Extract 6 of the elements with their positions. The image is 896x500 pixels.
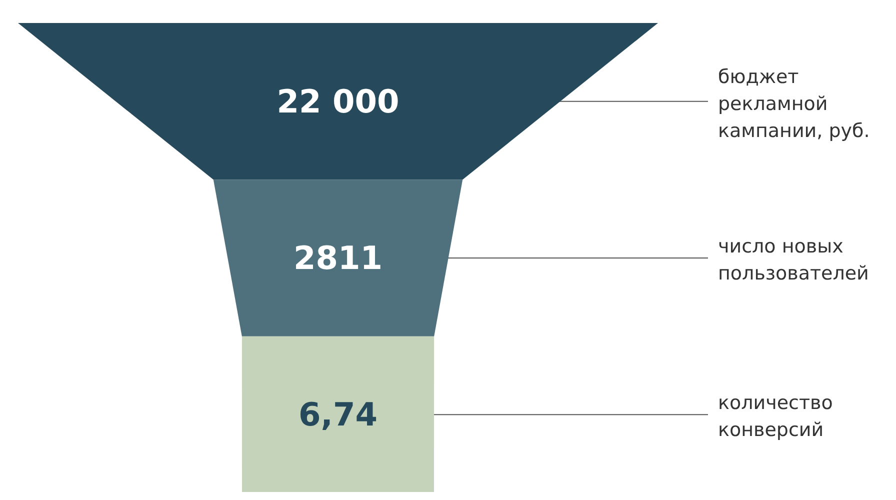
category-label: бюджет рекламной кампании, руб. [718, 66, 870, 142]
category-label: количество конверсий [718, 392, 833, 442]
category-label: число новых пользователей [718, 236, 869, 284]
data-label: 2811 [293, 239, 383, 277]
data-label: 6,74 [298, 396, 378, 434]
data-label: 22 000 [276, 82, 400, 120]
